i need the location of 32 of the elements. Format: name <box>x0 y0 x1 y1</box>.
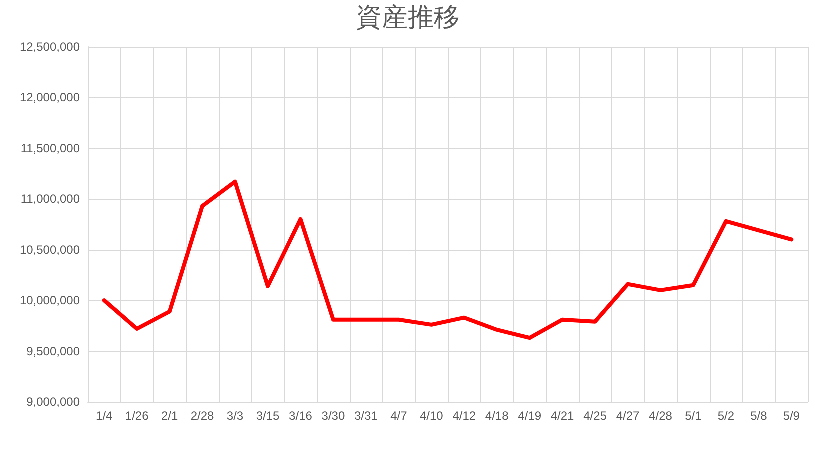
y-tick-label: 11,500,000 <box>20 141 80 156</box>
x-tick-label: 1/26 <box>125 409 150 423</box>
x-tick-label: 5/2 <box>718 409 735 423</box>
x-tick-label: 3/16 <box>289 409 313 423</box>
chart-title: 資産推移 <box>356 3 460 33</box>
line-series <box>102 180 794 340</box>
x-tick-label: 4/7 <box>390 409 408 423</box>
x-tick-label: 5/9 <box>783 409 800 423</box>
x-tick-label: 2/1 <box>161 409 178 423</box>
x-tick-label: 4/28 <box>649 409 673 423</box>
x-tick-label: 4/27 <box>616 409 640 423</box>
x-tick-label: 4/25 <box>584 409 608 423</box>
y-tick-label: 12,000,000 <box>20 90 80 105</box>
x-tick-label: 4/10 <box>420 409 444 423</box>
x-tick-label: 1/4 <box>96 409 114 423</box>
x-tick-label: 4/18 <box>485 409 510 423</box>
x-tick-label: 3/15 <box>256 409 280 423</box>
x-tick-label: 4/12 <box>452 409 476 423</box>
x-tick-label: 5/1 <box>685 409 702 423</box>
x-tick-label: 3/31 <box>354 409 378 423</box>
y-tick-label: 9,000,000 <box>26 395 80 409</box>
x-tick-label: 5/8 <box>750 409 768 423</box>
y-tick-label: 10,500,000 <box>20 242 80 257</box>
y-tick-label: 10,000,000 <box>20 294 80 308</box>
x-tick-label: 3/3 <box>226 409 244 423</box>
x-tick-label: 4/19 <box>518 409 542 423</box>
y-tick-label: 9,500,000 <box>26 344 80 358</box>
y-tick-label: 12,500,000 <box>20 40 80 54</box>
x-tick-label: 2/28 <box>190 409 215 423</box>
y-tick-label: 11,000,000 <box>20 192 80 206</box>
x-tick-label: 4/21 <box>550 409 575 423</box>
x-tick-label: 3/30 <box>322 409 346 423</box>
